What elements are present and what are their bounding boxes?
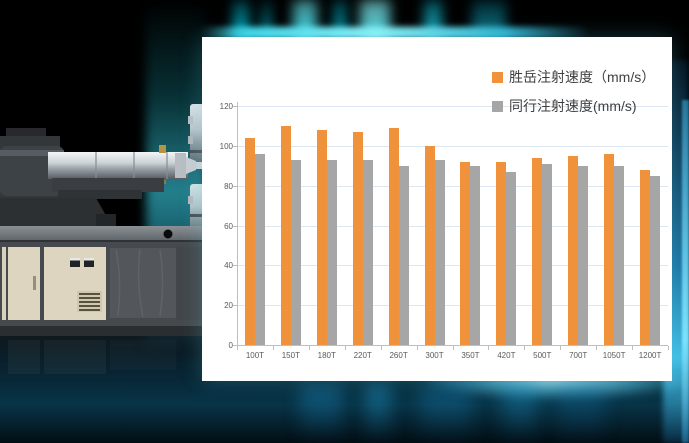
bar-peer [578,165,589,345]
injection-unit [0,128,203,226]
chart-panel: 0 20 40 60 80 100 120 100T 150T 180T 220T 260T 300T 3… [202,37,672,381]
x-axis-tick [344,346,346,350]
bar-peer [650,175,661,345]
x-axis-tick-label: 420T [497,351,516,360]
x-axis-tick [488,346,490,350]
machine-base-cabinet [0,226,206,336]
y-gridline [237,225,668,227]
y-axis-tick-label: 40 [224,261,233,271]
x-axis-tick [272,346,274,350]
bar-shengyue [280,125,291,345]
y-axis-tick [233,345,237,346]
bar-peer [326,159,337,345]
bottom-teal-streak [420,385,472,443]
plot-area: 0 20 40 60 80 100 120 100T 150T 180T 220T 260T 300T 3… [202,37,672,381]
y-gridline [237,106,668,107]
bar-shengyue [640,169,651,345]
bar-peer [398,165,409,345]
bar-peer [542,163,553,345]
x-axis-tick [452,346,454,350]
x-axis-tick [632,346,634,350]
y-axis-tick [233,305,237,307]
y-axis-tick-label: 100 [219,141,233,151]
y-axis-tick [233,145,237,147]
x-axis-tick-label: 700T [569,351,588,360]
bar-shengyue [568,155,579,345]
x-axis-tick [308,346,310,350]
x-axis-tick [237,346,238,350]
legend-label: 胜岳注射速度（mm/s） [509,69,656,85]
right-edge-highlight [682,100,689,443]
bottom-teal-streak [502,385,538,443]
bottom-teal-streak [365,385,391,443]
y-gridline [237,185,668,187]
x-axis-line [237,345,668,346]
bar-peer [290,159,301,345]
x-axis-tick [416,346,418,350]
legend-item-shengyue: 胜岳注射速度（mm/s） [492,67,655,87]
bar-shengyue [532,157,543,345]
x-axis-tick [380,346,382,350]
bar-shengyue [424,145,435,345]
y-axis-tick-label: 80 [224,181,233,191]
x-axis-tick-label: 1050T [602,351,626,360]
bottom-teal-streak [556,385,604,443]
bar-peer [362,159,373,345]
x-axis-tick-label: 500T [533,351,552,360]
bar-shengyue [316,129,327,345]
x-axis-tick-label: 350T [461,351,480,360]
y-axis-tick-label: 60 [224,221,233,231]
y-axis-tick-label: 0 [228,341,233,350]
bar-shengyue [604,153,615,345]
x-axis-tick-label: 1200T [638,351,662,360]
y-gridline [237,145,668,147]
y-gridline [237,265,668,267]
bottom-teal-streak [300,385,342,443]
bar-peer [470,165,481,345]
x-axis-tick [668,346,669,350]
y-axis-tick-label: 20 [224,301,233,311]
legend-label: 同行注射速度(mm/s) [509,98,637,114]
x-axis-tick-label: 100T [245,351,265,360]
cyan-horizontal-strip [200,27,590,39]
x-axis-tick [596,346,598,350]
bar-peer [434,159,445,345]
x-axis-tick [560,346,562,350]
y-axis-tick [233,185,237,187]
bar-peer [614,165,625,345]
y-axis-tick [233,106,237,107]
x-axis-tick-label: 220T [353,351,372,360]
bar-peer [506,171,517,345]
legend-swatch-gray [492,100,503,112]
y-axis-tick-label: 120 [219,102,233,111]
legend-item-peer: 同行注射速度(mm/s) [492,96,655,116]
bar-peer [254,153,265,345]
x-axis-tick-label: 300T [425,351,444,360]
x-axis-tick-label: 260T [389,351,408,360]
injection-molding-machine-photo [0,104,206,400]
x-axis-tick-label: 150T [281,351,300,360]
y-axis-tick [233,265,237,267]
legend-swatch-orange [492,71,503,83]
bar-shengyue [496,161,507,345]
bar-shengyue [388,127,399,345]
y-axis-line [237,102,238,346]
chart-legend: 胜岳注射速度（mm/s） 同行注射速度(mm/s) [492,67,655,125]
y-axis-tick [233,225,237,227]
cyan-streak [262,0,271,38]
bar-shengyue [352,131,363,345]
x-axis-tick-label: 180T [317,351,336,360]
y-gridline [237,305,668,307]
bar-shengyue [244,137,255,345]
bar-shengyue [460,161,471,345]
x-axis-tick [524,346,526,350]
machine-reflection [0,336,206,400]
